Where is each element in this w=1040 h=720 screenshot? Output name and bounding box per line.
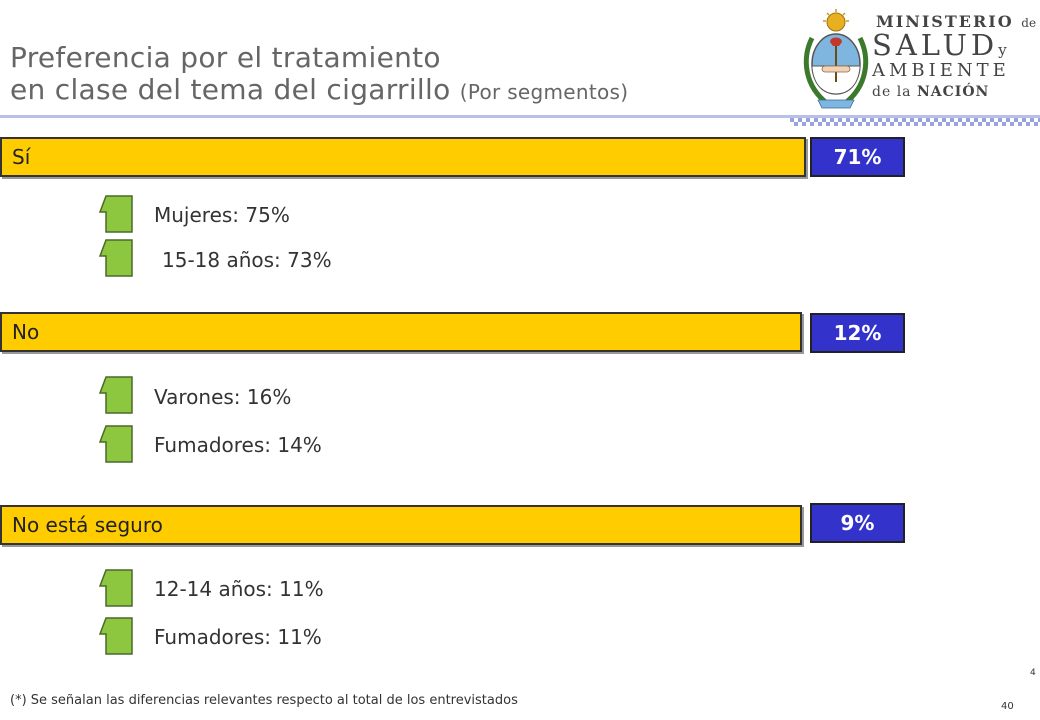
logo-line-salud: SALUDy (872, 28, 1007, 62)
footnote: (*) Se señalan las diferencias relevante… (10, 693, 518, 708)
logo-line-ambiente: AMBIENTE (872, 60, 1010, 81)
up-arrow-icon (98, 194, 136, 238)
page-number: 40 (1001, 701, 1014, 712)
ministry-logo: MINISTERIO de SALUDy AMBIENTE de la NACI… (798, 8, 1038, 112)
segment-label: Fumadores: 11% (154, 625, 322, 649)
value-badge-no: 12% (810, 313, 905, 353)
up-arrow-icon (98, 568, 136, 612)
bar-no-esta-seguro: No está seguro (0, 505, 802, 545)
segment-label: Varones: 16% (154, 385, 292, 409)
bar-no: No (0, 312, 802, 352)
up-arrow-icon (98, 616, 136, 660)
title-underline (0, 115, 1040, 121)
segment-label: Mujeres: 75% (154, 203, 290, 227)
logo-line-ministerio: MINISTERIO de (876, 12, 1037, 31)
title-subtitle: (Por segmentos) (459, 80, 629, 104)
logo-line-nacion: de la NACIÓN (872, 84, 990, 100)
coat-of-arms-icon (803, 9, 869, 109)
title-line-2: en clase del tema del cigarrillo (10, 73, 451, 106)
segment-label: Fumadores: 14% (154, 433, 322, 457)
up-arrow-icon (98, 238, 136, 282)
segment-label: 15-18 años: 73% (162, 248, 332, 272)
up-arrow-icon (98, 375, 136, 419)
segment-label: 12-14 años: 11% (154, 577, 324, 601)
page-title: Preferencia por el tratamiento en clase … (10, 42, 628, 108)
slide-marker: 4 (1030, 668, 1036, 678)
value-badge-si: 71% (810, 137, 905, 177)
value-badge-no-esta-seguro: 9% (810, 503, 905, 543)
decorative-pattern (790, 118, 1040, 126)
bar-si: Sí (0, 137, 806, 177)
title-line-1: Preferencia por el tratamiento (10, 41, 441, 74)
up-arrow-icon (98, 424, 136, 468)
